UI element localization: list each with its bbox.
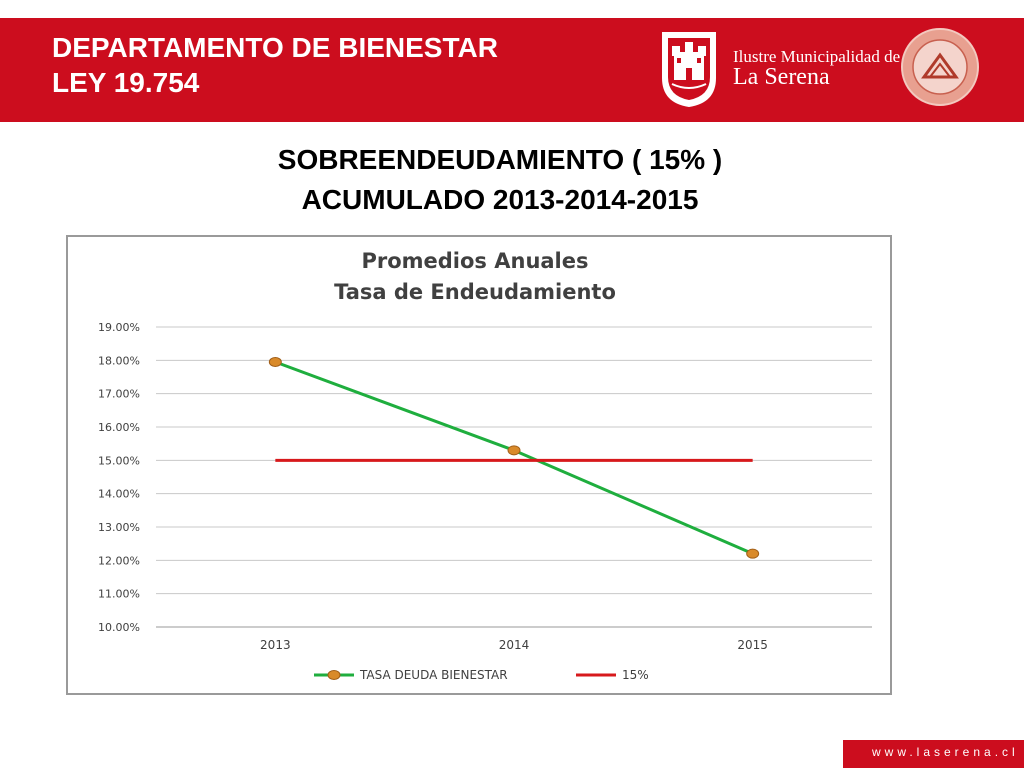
- footer-bar: [843, 740, 1024, 768]
- chart-frame: [66, 235, 892, 695]
- welfare-service-seal-logo: [901, 28, 979, 106]
- x-tick-label: 2014: [499, 638, 530, 652]
- chart-title-line2: Tasa de Endeudamiento: [334, 280, 616, 304]
- line-chart: Promedios Anuales Tasa de Endeudamiento …: [98, 249, 872, 682]
- y-tick-label: 11.00%: [98, 588, 140, 601]
- header-banner: [0, 18, 1024, 122]
- data-point-marker: [268, 357, 282, 367]
- y-tick-label: 14.00%: [98, 488, 140, 501]
- y-tick-label: 16.00%: [98, 421, 140, 434]
- department-title-line1: DEPARTAMENTO DE BIENESTAR: [52, 32, 498, 63]
- legend-label-15-percent: 15%: [622, 668, 649, 682]
- slide-title-line1: SOBREENDEUDAMIENTO ( 15% ): [277, 144, 723, 175]
- municipality-name-line2: La Serena: [733, 64, 830, 90]
- x-tick-label: 2015: [737, 638, 768, 652]
- y-tick-label: 18.00%: [98, 354, 140, 367]
- department-title: DEPARTAMENTO DE BIENESTAR LEY 19.754: [52, 30, 498, 100]
- department-title-line2: LEY 19.754: [52, 67, 200, 98]
- footer-website[interactable]: www.laserena.cl: [872, 745, 1019, 759]
- slide-title-line2: ACUMULADO 2013-2014-2015: [301, 184, 699, 215]
- legend-label-tasa-deuda: TASA DEUDA BIENESTAR: [359, 668, 508, 682]
- y-tick-label: 13.00%: [98, 521, 140, 534]
- slide-title: SOBREENDEUDAMIENTO ( 15% ) ACUMULADO 201…: [0, 140, 1000, 220]
- y-tick-label: 12.00%: [98, 554, 140, 567]
- municipality-name-line1: Ilustre Municipalidad de: [733, 47, 901, 66]
- series-line-tasa-deuda: [274, 360, 754, 556]
- data-point-marker: [746, 548, 760, 559]
- y-tick-label: 10.00%: [98, 621, 140, 634]
- y-tick-label: 17.00%: [98, 388, 140, 401]
- legend-marker-tasa-deuda: [327, 670, 341, 680]
- city-crest-logo: [662, 32, 716, 108]
- y-tick-label: 15.00%: [98, 454, 140, 467]
- y-tick-label: 19.00%: [98, 321, 140, 334]
- x-tick-label: 2013: [260, 638, 291, 652]
- data-point-marker: [507, 445, 521, 456]
- chart-title-line1: Promedios Anuales: [361, 249, 588, 273]
